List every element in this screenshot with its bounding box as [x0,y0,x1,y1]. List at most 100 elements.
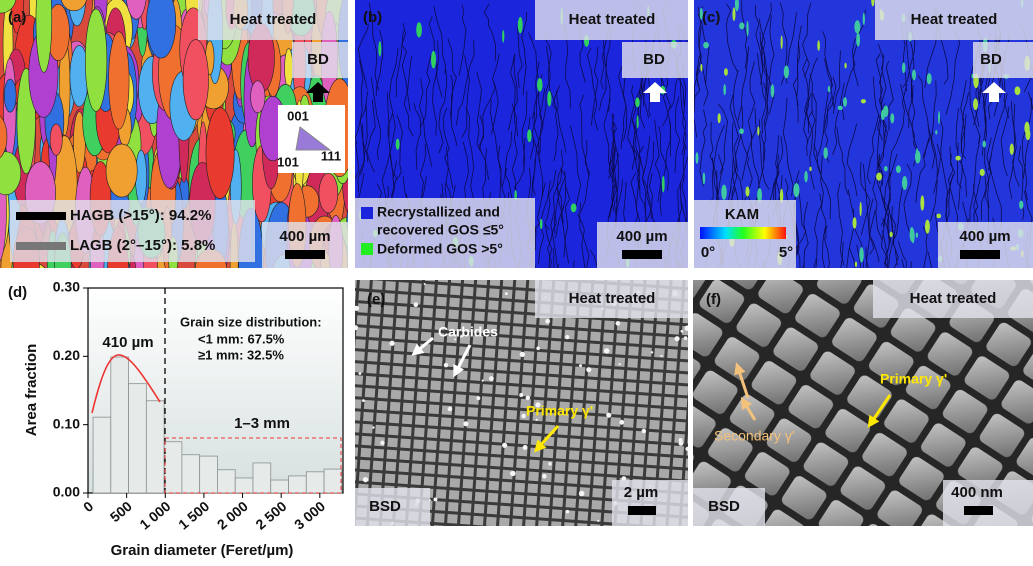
grain-boundary [717,103,728,175]
carbide [586,367,592,373]
grain-boundary [674,96,681,174]
carbide [443,362,449,368]
grain-boundary [944,153,956,228]
grain-boundary [832,50,841,114]
badge-box [875,0,1033,40]
bd-label: BD [980,51,1002,68]
grain-boundary [837,182,845,266]
carbide [454,338,457,341]
grain-boundary [381,113,396,215]
carbide [641,428,647,434]
grain-boundary [878,153,887,228]
carbide [423,283,426,286]
legend-title: KAM [725,206,759,223]
grain-boundary [1027,91,1033,112]
kam-spot [935,129,938,135]
grain-boundary [632,145,647,220]
scale-box [612,480,688,526]
grain-boundary [930,80,937,169]
grain-boundary [900,83,919,154]
grain-boundary [726,3,738,72]
carbide [463,421,469,427]
badge: Heat treated [910,290,997,307]
panel-label: (a) [8,9,26,26]
grain-boundary [933,115,944,194]
grain-boundary [368,2,379,91]
bd-arrow [982,82,1006,102]
grain-boundary [432,40,439,136]
grain-boundary [907,30,915,129]
deformed-grain [661,175,665,193]
x-tick-label: 0 [80,498,96,515]
annotation: ≥1 mm: 32.5% [198,347,284,362]
deformed-grain [537,77,543,92]
detector-box [355,488,430,526]
grain-boundary [903,163,912,235]
badge-box [535,0,688,40]
grain [0,151,22,196]
badge: Heat treated [569,290,656,307]
grain-boundary [823,225,830,268]
grain-boundary [868,198,880,263]
kam-spot [1025,128,1031,141]
grain-boundary [529,61,540,160]
grain-boundary [508,53,518,131]
kam-spot [1019,200,1024,209]
kam-spot [859,201,862,217]
grain-boundary [510,54,519,137]
grain-boundary [807,110,815,190]
carbide [678,438,683,443]
grain-boundary [542,45,551,127]
deformed-grain [539,218,543,230]
carbide [545,318,551,324]
peak-label: 410 µm [102,334,153,351]
kam-spot [695,152,699,165]
kam-spot [920,195,925,211]
grain-boundary [438,69,448,154]
grain-boundary [865,209,876,268]
legend-box [10,200,255,262]
carbide [565,509,570,514]
grain-boundary [599,28,612,111]
scale-label: 400 µm [616,228,667,245]
grain-boundary [859,161,871,236]
carbide [355,325,359,331]
panel-label: (c) [702,9,720,26]
badge-box [873,280,1033,318]
carbide [621,476,627,481]
grain [108,31,130,130]
kam-spot [745,186,750,197]
grain-boundary [729,94,739,172]
kam-spot [1009,143,1014,155]
deformed-grain [547,91,552,107]
bar [270,479,289,494]
grain-boundary [533,111,544,199]
kam-spot [783,65,789,79]
color-bar-label: 0° [701,244,715,261]
ipf-label: 001 [287,108,309,123]
grain-boundary [880,187,891,268]
carbide [619,419,625,425]
deformed-grain [395,138,400,150]
grain-boundary [1018,145,1025,220]
carbide [521,413,526,419]
grain-boundary [1021,129,1029,201]
grain-boundary [355,59,364,145]
kam-spot [842,97,847,107]
grain [0,115,8,159]
grain-boundary [694,55,701,138]
bar [181,454,201,494]
panel-label: (b) [363,9,382,26]
grain-boundary [803,92,812,157]
carbide [618,362,621,366]
kam-spot [734,0,739,12]
legend-label: Recrystallized and [377,204,500,220]
carbide [362,399,365,403]
grain-boundary [607,113,615,179]
grain-boundary [915,133,934,203]
carbide [579,364,583,368]
annotation: 1–3 mm [234,415,290,432]
grain-boundary [876,174,890,239]
grain-boundary [555,168,563,239]
grain-boundary [732,69,749,157]
